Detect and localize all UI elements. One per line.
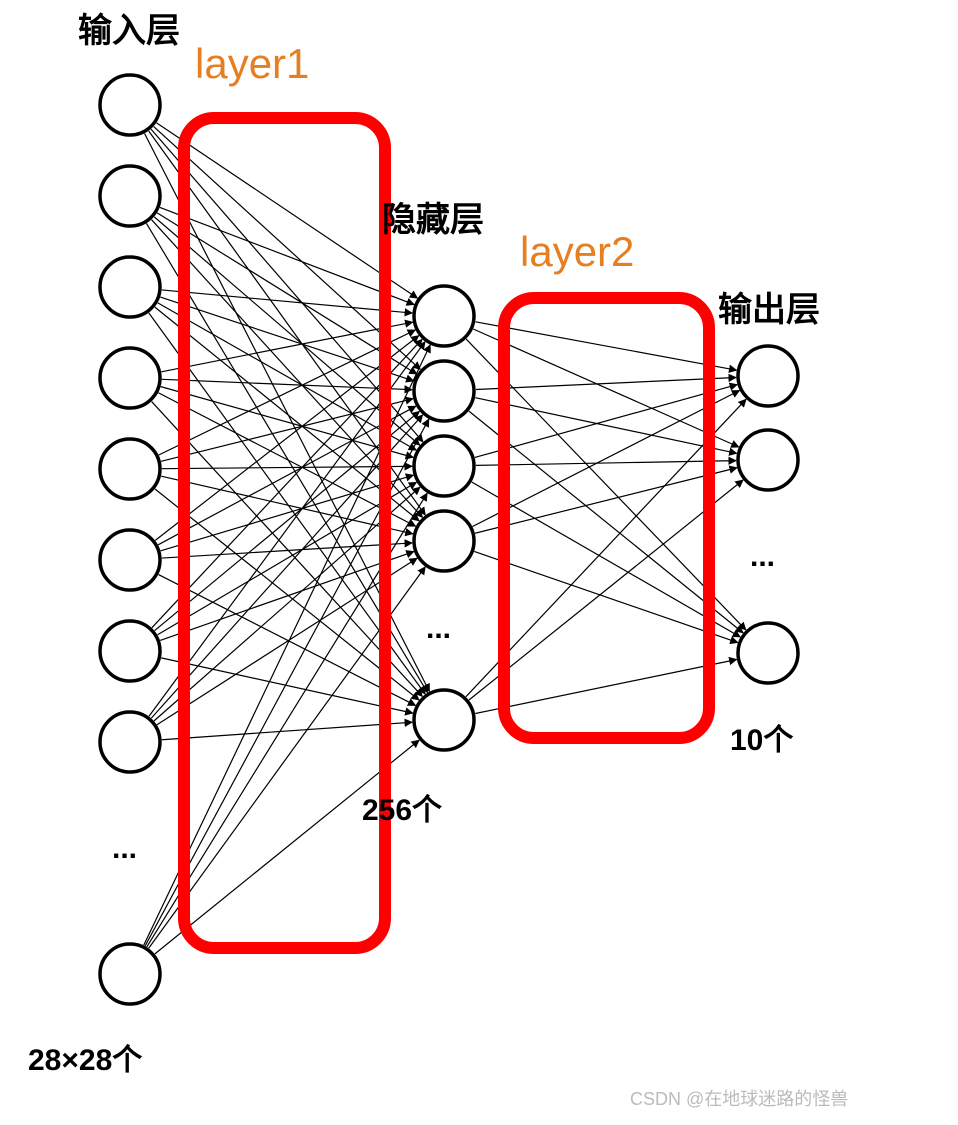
layer1-label: layer1 xyxy=(195,40,309,88)
output-layer-label: 输出层 xyxy=(718,282,820,331)
diagram-container: 输入层 隐藏层 输出层 layer1 layer2 28×28个 256个 10… xyxy=(0,0,958,1125)
input-ellipsis: ... xyxy=(112,832,137,866)
output-ellipsis: ... xyxy=(750,540,775,574)
hidden-count-label: 256个 xyxy=(362,785,442,829)
layer2-label: layer2 xyxy=(520,228,634,276)
hidden-ellipsis: ... xyxy=(426,612,451,646)
input-layer-label: 输入层 xyxy=(78,3,180,52)
output-count-label: 10个 xyxy=(730,715,793,759)
network-svg xyxy=(0,0,958,1125)
input-count-label: 28×28个 xyxy=(28,1035,142,1079)
watermark-text: CSDN @在地球迷路的怪兽 xyxy=(630,1085,848,1111)
hidden-layer-label: 隐藏层 xyxy=(382,192,484,241)
